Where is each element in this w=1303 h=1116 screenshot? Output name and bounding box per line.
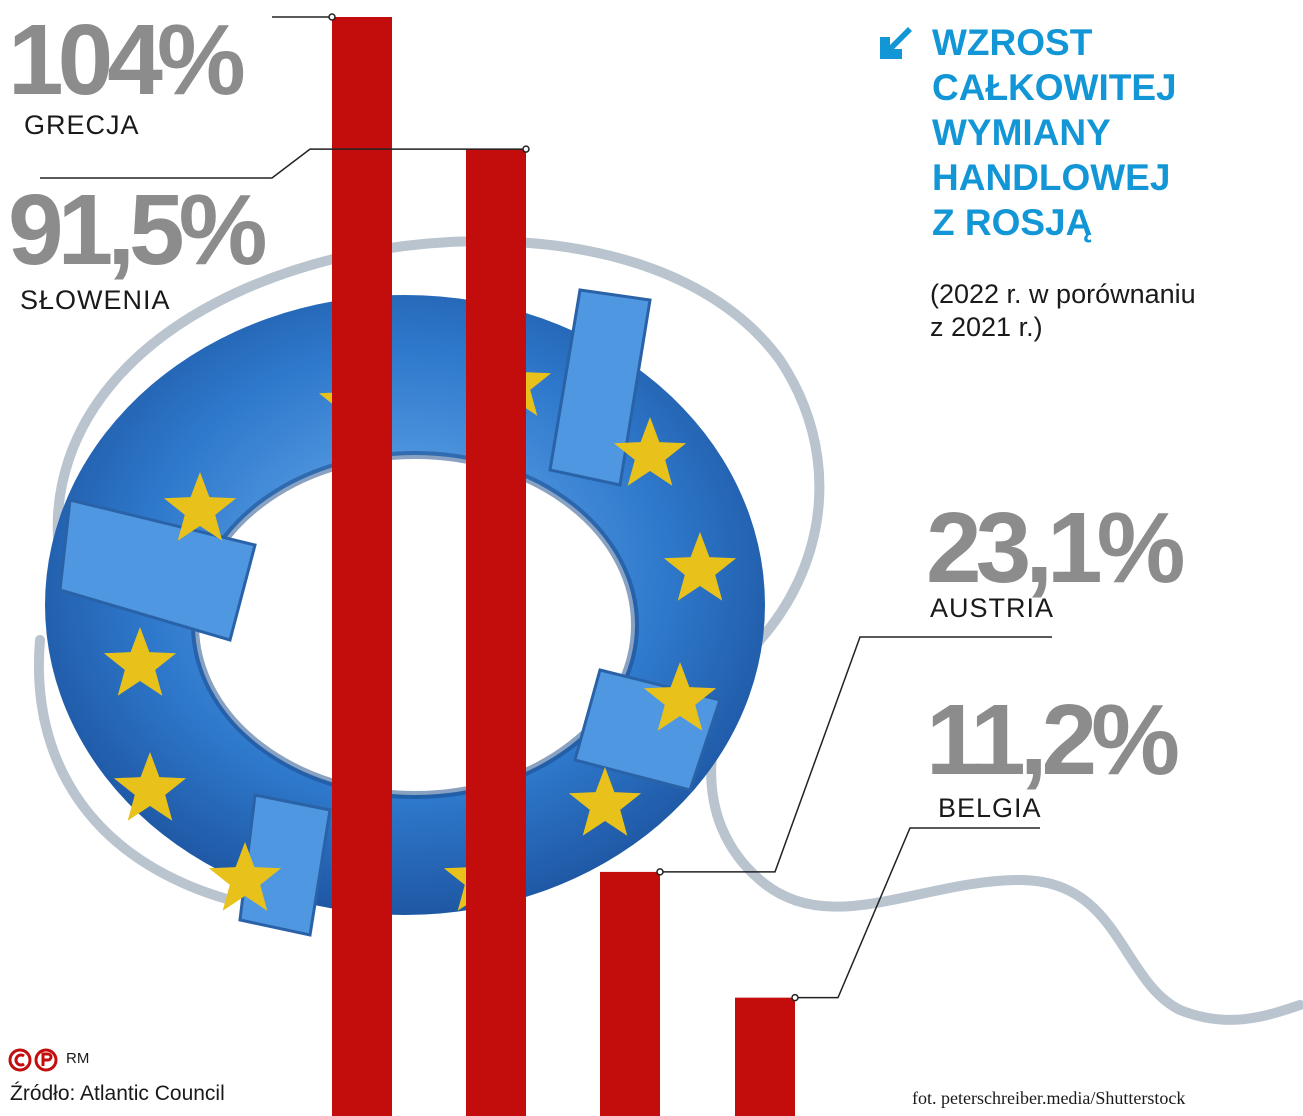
subtitle-line: z 2021 r.) xyxy=(930,312,1043,342)
bar-4 xyxy=(735,997,795,1116)
arrow-down-left-icon xyxy=(880,27,912,59)
title-line: Z ROSJĄ xyxy=(932,202,1093,243)
leader-line-3 xyxy=(660,636,1052,873)
value-label-2: 91,5% xyxy=(8,174,268,286)
eu-star-icon xyxy=(103,627,177,696)
bar-2 xyxy=(466,149,526,1116)
category-label-1: GRECJA xyxy=(24,110,140,140)
leader-line-2 xyxy=(40,148,526,179)
eu-star-icon xyxy=(663,532,737,601)
value-label-4: 11,2% xyxy=(926,684,1180,796)
copyright-logo-icon xyxy=(8,1048,58,1072)
category-label-3: AUSTRIA xyxy=(930,593,1055,623)
title-line: CAŁKOWITEJ xyxy=(932,67,1177,108)
value-label-3: 23,1% xyxy=(926,492,1186,604)
eu-star-icon xyxy=(163,472,237,541)
chart-title: WZROST CAŁKOWITEJ WYMIANY HANDLOWEJ Z RO… xyxy=(932,20,1177,245)
chart-subtitle: (2022 r. w porównaniu z 2021 r.) xyxy=(930,278,1196,344)
photo-credit: fot. peterschreiber.media/Shutterstock xyxy=(912,1088,1186,1108)
author-initials: RM xyxy=(66,1050,90,1067)
title-line: WZROST xyxy=(932,22,1093,63)
eu-star-icon xyxy=(113,752,187,821)
eu-star-icon xyxy=(208,842,282,911)
eu-star-icon xyxy=(643,662,717,731)
leader-dot-2 xyxy=(522,145,530,153)
category-label-4: BELGIA xyxy=(938,793,1042,823)
value-label-1: 104% xyxy=(8,4,246,116)
leader-dot-3 xyxy=(656,868,664,876)
leader-dot-4 xyxy=(791,993,799,1002)
leader-line-4 xyxy=(795,827,1040,999)
bar-3 xyxy=(600,871,660,1116)
title-line: WYMIANY xyxy=(932,112,1111,153)
eu-star-icon xyxy=(613,417,687,486)
source-note: Źródło: Atlantic Council xyxy=(10,1082,225,1105)
category-label-2: SŁOWENIA xyxy=(20,285,171,315)
eu-star-icon xyxy=(568,767,642,836)
leader-dot-1 xyxy=(328,13,336,21)
bar-1 xyxy=(332,17,392,1116)
subtitle-line: (2022 r. w porównaniu xyxy=(930,279,1196,309)
title-line: HANDLOWEJ xyxy=(932,157,1171,198)
